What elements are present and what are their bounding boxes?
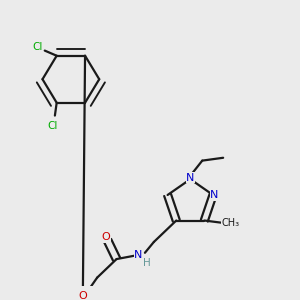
Text: O: O [102,232,110,242]
Text: CH₃: CH₃ [221,218,239,228]
Text: Cl: Cl [47,121,57,130]
Text: N: N [134,250,142,260]
Text: Cl: Cl [32,42,43,52]
Text: N: N [210,190,219,200]
Text: O: O [78,291,87,300]
Text: N: N [186,173,194,183]
Text: H: H [143,258,151,268]
